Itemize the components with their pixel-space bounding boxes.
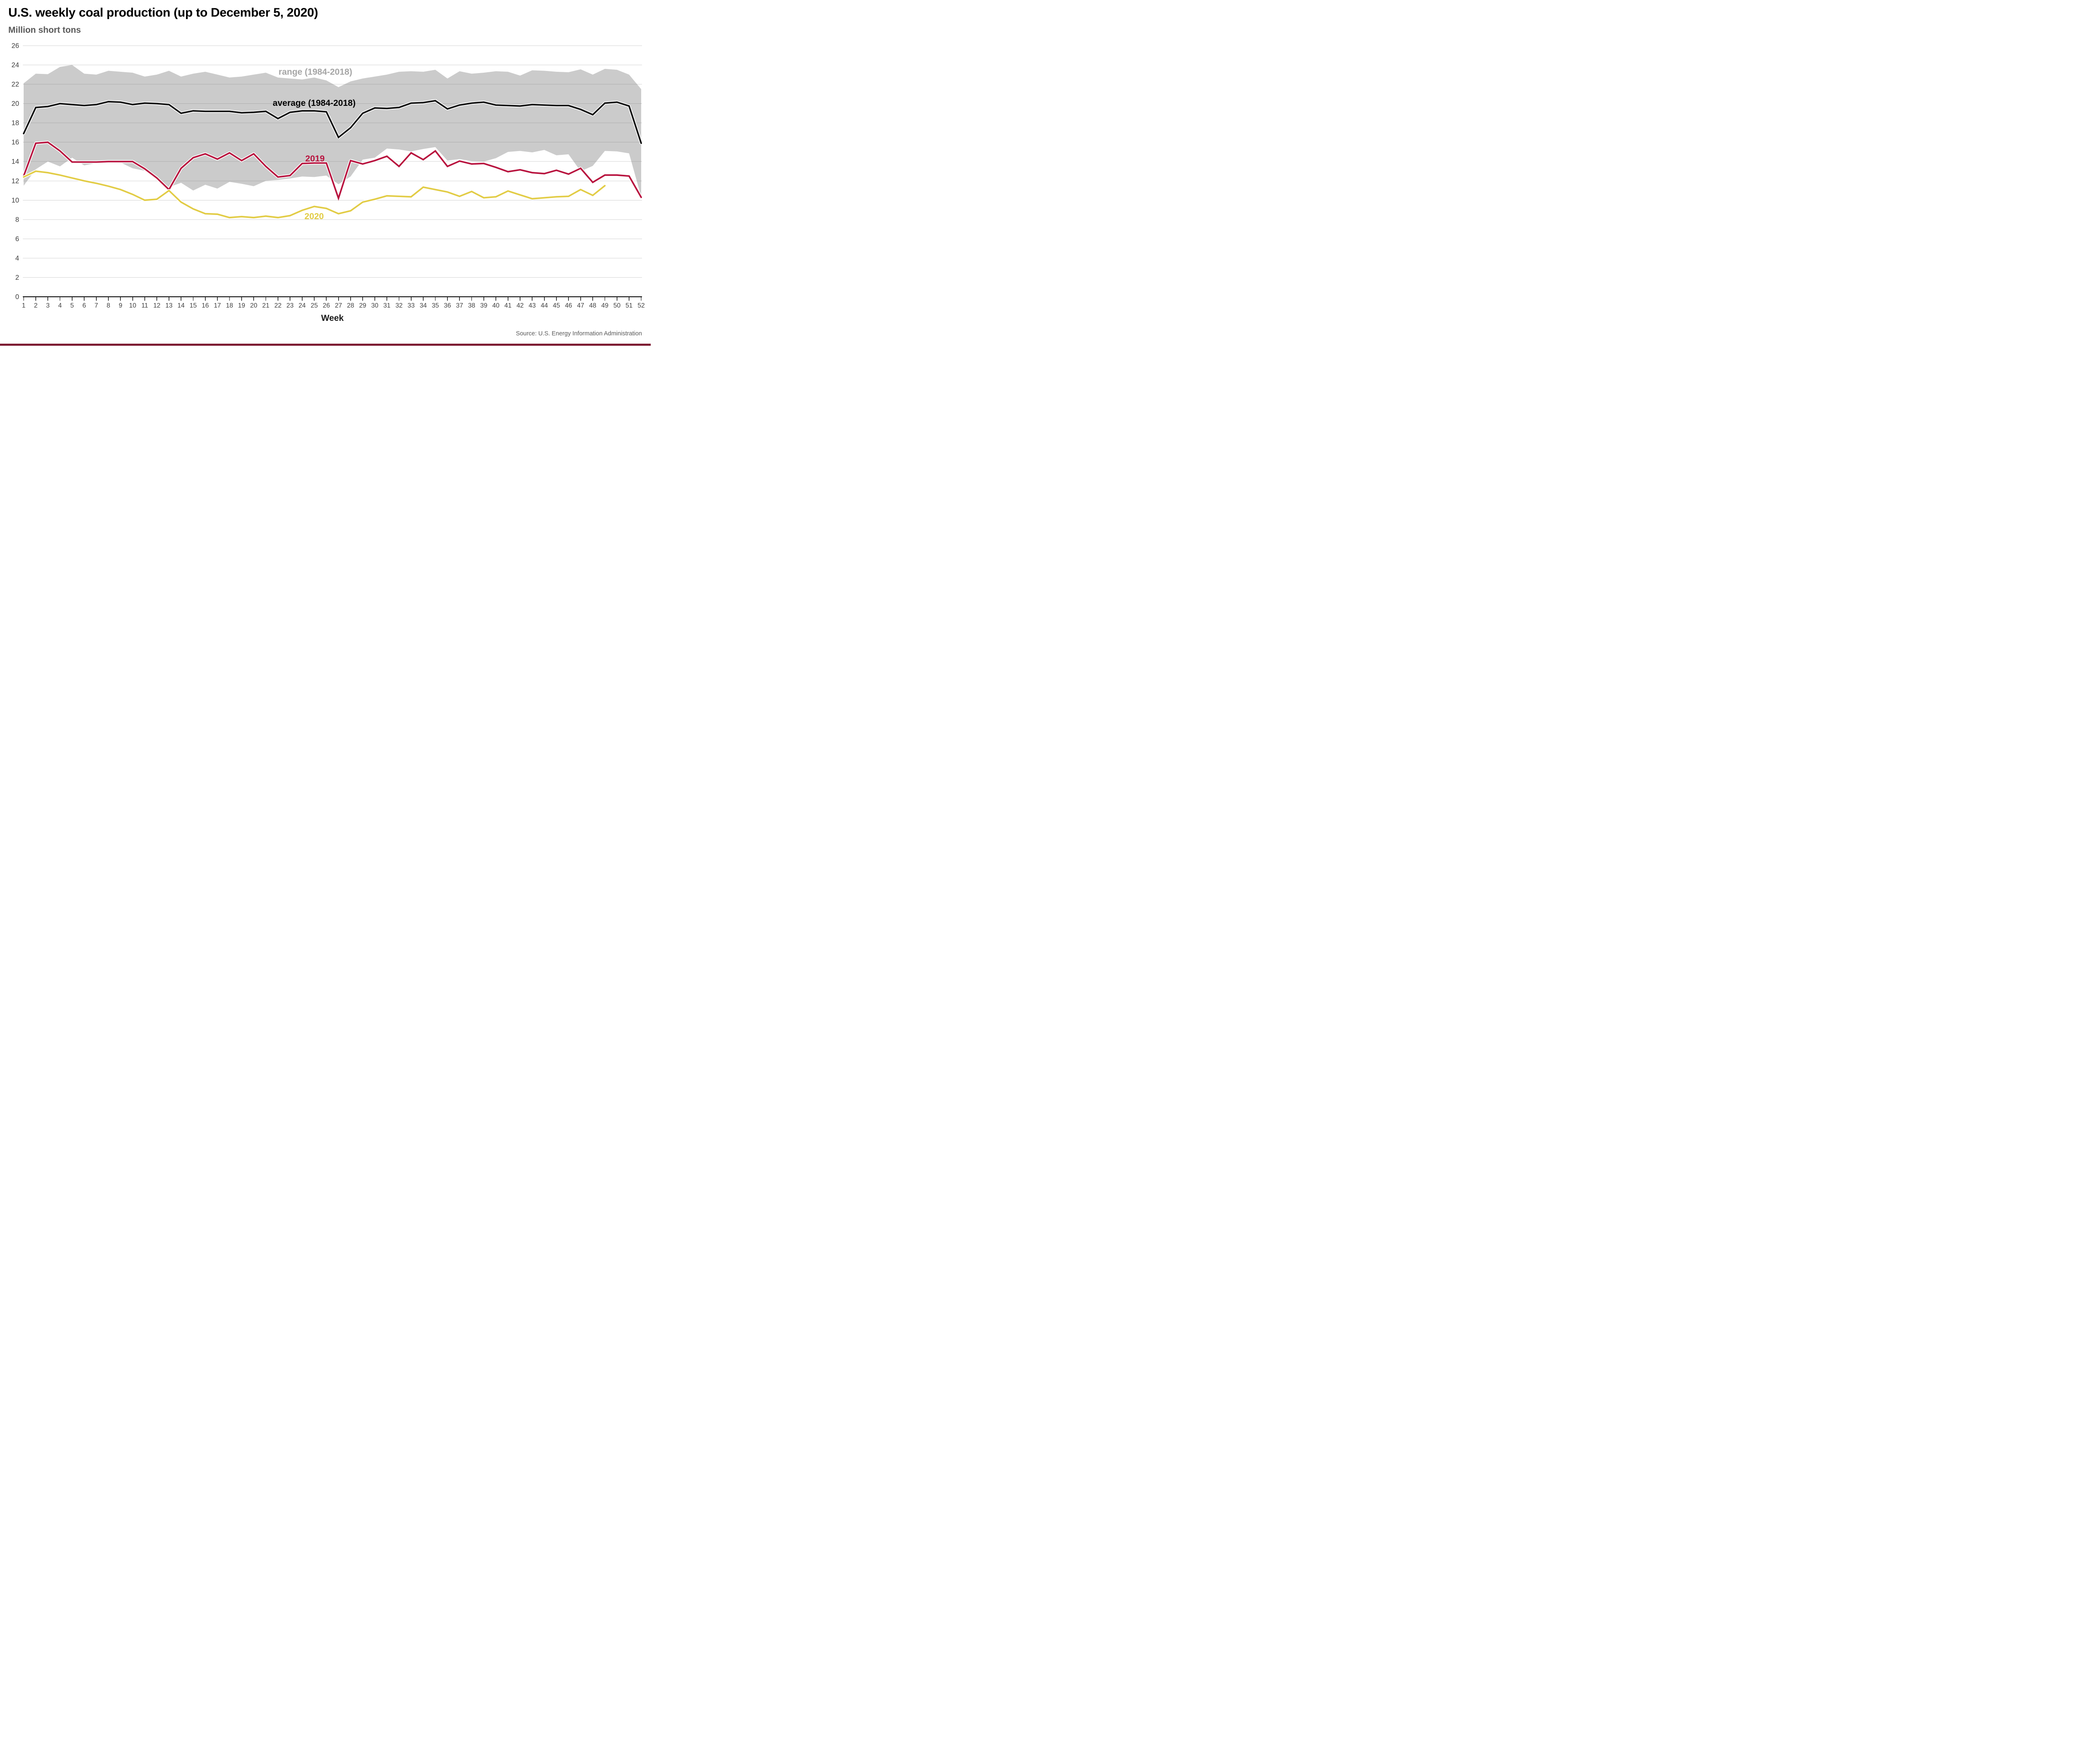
coal-production-chart: 1 2 3 4 5 6 7 8 9 10 11 12 13 14 15 16 17 18 19 20 21 22 23 24 2… bbox=[8, 6, 645, 337]
x-tick-label: 12 bbox=[153, 302, 160, 309]
y-tick-label: 12 bbox=[12, 177, 19, 185]
x-tick-label: 1 bbox=[22, 302, 26, 309]
y-tick-label: 16 bbox=[12, 139, 19, 146]
x-tick-label: 42 bbox=[517, 302, 524, 309]
x-tick-label: 36 bbox=[444, 302, 451, 309]
y-tick-label: 14 bbox=[12, 158, 19, 166]
x-tick-label: 16 bbox=[202, 302, 209, 309]
x-tick-label: 37 bbox=[456, 302, 463, 309]
line-2019 bbox=[23, 141, 642, 201]
y-tick-label: 24 bbox=[12, 61, 19, 69]
x-tick-label: 49 bbox=[601, 302, 608, 309]
x-tick-label: 51 bbox=[625, 302, 632, 309]
x-tick-label: 13 bbox=[165, 302, 172, 309]
x-tick-label: 14 bbox=[178, 302, 185, 309]
line-2020 bbox=[23, 170, 606, 219]
legend-2020-label: 2020 bbox=[305, 212, 324, 221]
x-tick-label: 52 bbox=[637, 302, 644, 309]
x-tick-label: 9 bbox=[119, 302, 122, 309]
x-tick-label: 33 bbox=[408, 302, 415, 309]
x-tick-label: 10 bbox=[129, 302, 137, 309]
x-tick-label: 15 bbox=[190, 302, 197, 309]
x-tick-label: 22 bbox=[274, 302, 281, 309]
x-tick-label: 25 bbox=[311, 302, 318, 309]
x-tick-label: 3 bbox=[46, 302, 50, 309]
x-tick-label: 5 bbox=[70, 302, 74, 309]
x-tick-label: 38 bbox=[468, 302, 475, 309]
x-tick-label: 6 bbox=[83, 302, 86, 309]
chart-layers: 1 2 3 4 5 6 7 8 9 10 11 12 13 14 15 16 17 18 19 20 21 22 23 24 2… bbox=[12, 42, 645, 310]
x-tick-label: 24 bbox=[298, 302, 306, 309]
x-tick-label: 43 bbox=[529, 302, 536, 309]
y-tick-label: 8 bbox=[15, 216, 19, 223]
x-tick-label: 28 bbox=[347, 302, 354, 309]
y-tick-label: 22 bbox=[12, 81, 19, 88]
x-tick-label: 29 bbox=[359, 302, 366, 309]
y-tick-label: 10 bbox=[12, 197, 19, 204]
page-subtitle: Million short tons bbox=[8, 25, 81, 35]
x-tick-label: 21 bbox=[262, 302, 269, 309]
x-tick-label: 8 bbox=[107, 302, 110, 309]
x-tick-label: 17 bbox=[214, 302, 221, 309]
x-tick-label: 23 bbox=[286, 302, 293, 309]
average-line bbox=[23, 100, 642, 144]
x-tick-label: 18 bbox=[226, 302, 233, 309]
x-tick-label: 48 bbox=[589, 302, 596, 309]
y-tick-label: 0 bbox=[15, 293, 19, 301]
x-tick-label: 50 bbox=[613, 302, 621, 309]
footer-accent-bar bbox=[0, 344, 651, 346]
x-tick-label: 11 bbox=[142, 302, 148, 309]
y-tick-label: 4 bbox=[15, 254, 19, 262]
x-tick-label: 2 bbox=[34, 302, 38, 309]
x-tick-label: 47 bbox=[577, 302, 584, 309]
x-tick-label: 41 bbox=[504, 302, 511, 309]
x-tick-label: 44 bbox=[541, 302, 548, 309]
x-tick-label: 35 bbox=[432, 302, 439, 309]
x-tick-label: 46 bbox=[565, 302, 572, 309]
y-tick-label: 6 bbox=[15, 235, 19, 243]
y-tick-label: 18 bbox=[12, 120, 19, 127]
y-tick-label: 20 bbox=[12, 100, 19, 108]
y-tick-label: 26 bbox=[12, 42, 19, 50]
x-axis-title: Week bbox=[321, 313, 344, 323]
y-tick-label: 2 bbox=[15, 274, 19, 281]
legend-2019-label: 2019 bbox=[305, 154, 325, 164]
x-tick-label: 20 bbox=[250, 302, 258, 309]
range-band bbox=[24, 65, 641, 197]
x-tick-label: 4 bbox=[58, 302, 62, 309]
x-tick-label: 45 bbox=[553, 302, 560, 309]
legend-average-label: average (1984-2018) bbox=[273, 98, 356, 108]
chart-page: 1 2 3 4 5 6 7 8 9 10 11 12 13 14 15 16 17 18 19 20 21 22 23 24 2… bbox=[0, 0, 651, 346]
x-tick-label: 19 bbox=[238, 302, 245, 309]
x-tick-label: 26 bbox=[323, 302, 330, 309]
x-tick-label: 39 bbox=[480, 302, 487, 309]
x-tick-label: 27 bbox=[335, 302, 342, 309]
source-note: Source: U.S. Energy Information Administ… bbox=[516, 330, 642, 337]
x-tick-label: 30 bbox=[371, 302, 378, 309]
x-tick-label: 34 bbox=[420, 302, 427, 309]
x-tick-label: 40 bbox=[492, 302, 500, 309]
x-tick-label: 32 bbox=[395, 302, 403, 309]
page-title: U.S. weekly coal production (up to Decem… bbox=[8, 6, 318, 20]
x-tick-label: 7 bbox=[95, 302, 98, 309]
x-tick-label: 31 bbox=[383, 302, 391, 309]
legend-range-label: range (1984-2018) bbox=[278, 67, 352, 77]
